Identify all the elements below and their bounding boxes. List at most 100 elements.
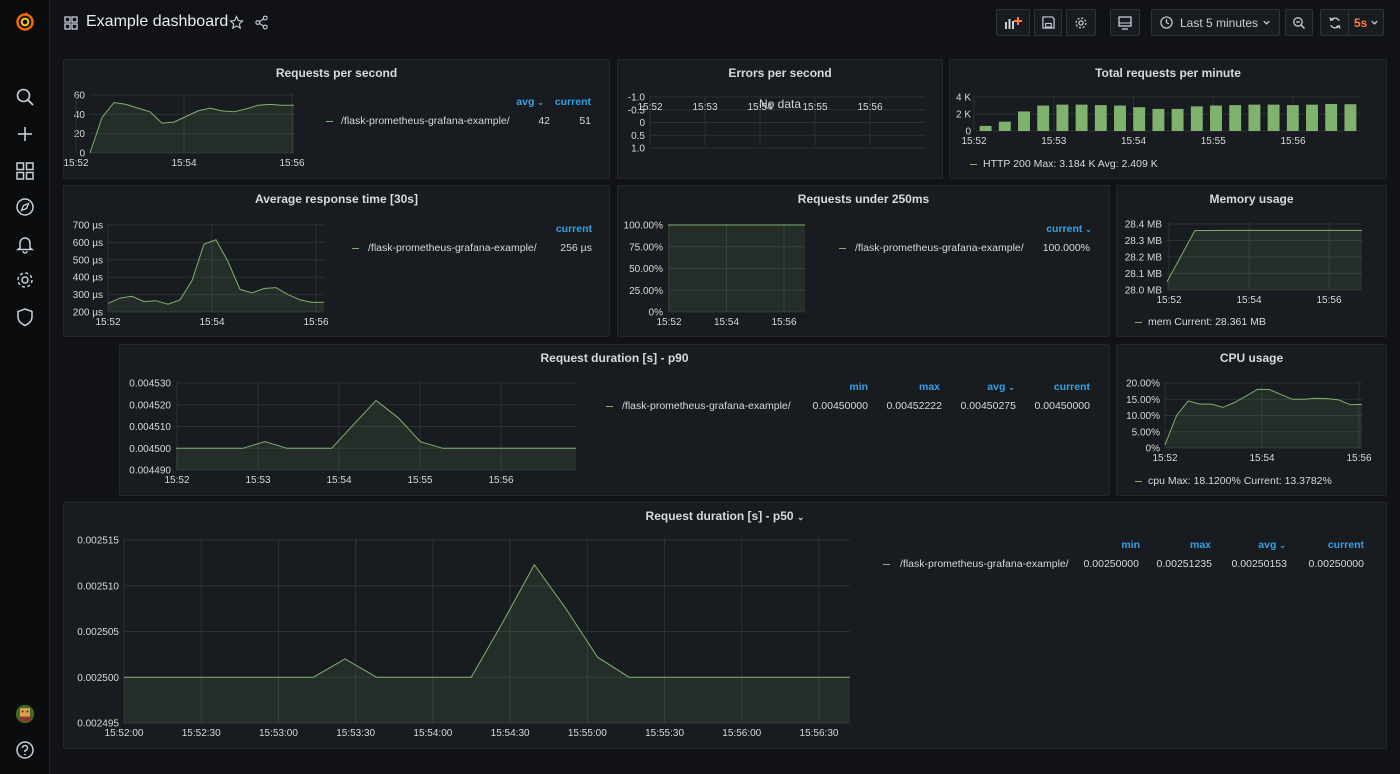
sidebar-create[interactable] [10,119,40,149]
legend-header-avg[interactable]: avg ⌄ [1258,539,1286,551]
panel-requests-per-second[interactable]: Requests per second 0 20 40 60 15:52 15:54 15:… [63,59,610,179]
panel-errors-per-second[interactable]: Errors per second 1.0 0.5 0 -0.5 -1.0 15:52 15… [617,59,943,179]
x-tick-label: 15:52 [656,317,681,328]
legend: min max avg ⌄ current /flask-prometheus-… [876,539,1376,579]
legend-header-current[interactable]: current [1053,381,1090,393]
panel-title[interactable]: Requests per second [275,66,398,80]
legend: cpu Max: 18.1200% Current: 13.3782% [1135,475,1332,487]
dashboard-grid-icon [64,16,78,30]
sidebar-alerting[interactable] [10,229,40,259]
bar [1152,108,1165,131]
panel-request-duration-p90[interactable]: Request duration [s] - p90 0.004490 0.004… [119,344,1110,496]
series-color-marker [606,406,613,407]
legend-header-avg[interactable]: avg ⌄ [516,96,544,108]
legend-header-current[interactable]: current ⌄ [1046,223,1092,235]
add-panel-icon [1005,16,1022,29]
legend-series-name[interactable]: /flask-prometheus-grafana-example/ [368,242,537,254]
y-tick-label: 10.00% [1126,411,1160,422]
panel-average-response-time[interactable]: Average response time [30s] 200 µs 300 µs… [63,185,610,337]
panel-title[interactable]: Request duration [s] - p90 [540,351,689,365]
sidebar-dashboards[interactable] [10,156,40,186]
add-panel-button[interactable] [996,9,1030,36]
x-tick-label: 15:54:30 [491,728,530,739]
y-tick-label: 0.002505 [77,627,119,638]
panel-requests-under-250ms[interactable]: Requests under 250ms 0% 25.00% 50.00% 75.00… [617,185,1110,337]
legend-summary[interactable]: cpu Max: 18.1200% Current: 13.3782% [1148,475,1332,487]
share-icon[interactable] [254,15,269,30]
sidebar-server-admin[interactable] [10,302,40,332]
legend-header-max[interactable]: max [1189,539,1211,551]
series-area-fill [176,400,576,470]
y-tick-label: 20.00% [1126,379,1160,390]
sidebar-configuration[interactable] [10,265,40,295]
legend-header-max[interactable]: max [918,381,940,393]
y-tick-label: 28.2 MB [1125,253,1163,264]
panel-title[interactable]: Requests under 250ms [797,192,930,206]
sidebar-search[interactable] [10,82,40,112]
legend-header-min[interactable]: min [1121,539,1140,551]
legend-header-min[interactable]: min [849,381,868,393]
bar [1018,111,1030,131]
legend-summary[interactable]: mem Current: 28.361 MB [1148,316,1266,328]
panel-title[interactable]: Average response time [30s] [255,192,418,206]
legend-summary[interactable]: HTTP 200 Max: 3.184 K Avg: 2.409 K [983,158,1158,170]
y-tick-label: -0.5 [628,105,646,116]
refresh-interval-picker[interactable]: 5s [1348,9,1384,36]
x-tick-label: 15:54 [326,475,351,486]
panel-title[interactable]: Memory usage [1209,192,1294,206]
legend-value-current: 51 [579,115,591,127]
view-mode-button[interactable] [1110,9,1140,36]
panel-cpu-usage[interactable]: CPU usage 0% 5.00% 10.00% 15.00% 20.00% 15:52… [1116,344,1387,496]
panel-title[interactable]: CPU usage [1219,351,1284,365]
legend-series-name[interactable]: /flask-prometheus-grafana-example/ [341,115,510,127]
y-tick-label: 4 K [956,93,971,104]
legend-header-current[interactable]: current [554,96,591,108]
panel-title[interactable]: Request duration [s] - p50 ⌄ [645,509,805,523]
x-tick-label: 15:54 [747,102,772,113]
series-line [1166,229,1362,282]
save-dashboard-button[interactable] [1034,9,1062,36]
y-tick-label: 200 µs [73,308,103,319]
legend-value-current: 0.00450000 [1034,400,1090,412]
panel-memory-usage[interactable]: Memory usage 28.0 MB 28.1 MB 28.2 MB 28.3 M… [1116,185,1387,337]
legend-value-min: 0.00450000 [812,400,868,412]
legend-series-name[interactable]: /flask-prometheus-grafana-example/ [622,400,791,412]
panel-title[interactable]: Errors per second [728,66,832,80]
legend-series-name[interactable]: /flask-prometheus-grafana-example/ [900,558,1069,570]
dashboard-title[interactable]: Example dashboard [86,13,229,30]
sidebar-help[interactable] [10,735,40,765]
panel-total-requests-per-minute[interactable]: Total requests per minute 0 2 K 4 K 15:52 15… [949,59,1387,179]
legend-header-current[interactable]: current [555,223,592,235]
x-tick-label: 15:54 [171,158,196,169]
y-tick-label: 0% [1146,444,1161,455]
x-tick-label: 15:55 [802,102,827,113]
y-tick-label: 1.0 [631,144,645,155]
legend: mem Current: 28.361 MB [1135,316,1266,328]
sidebar-explore[interactable] [10,192,40,222]
panel-request-duration-p50[interactable]: Request duration [s] - p50 ⌄ 0.002495 0.0… [63,502,1387,749]
legend-header-current[interactable]: current [1327,539,1364,551]
refresh-button[interactable] [1320,9,1348,36]
dashboard-settings-button[interactable] [1066,9,1096,36]
legend-header-avg[interactable]: avg ⌄ [987,381,1015,393]
bar [1075,104,1088,131]
y-tick-label: 600 µs [73,238,103,249]
x-tick-label: 15:56 [771,317,796,328]
star-icon[interactable] [229,15,244,30]
chevron-down-icon [1371,20,1378,25]
series-area-fill [124,564,850,723]
grafana-logo[interactable] [10,7,40,37]
sidebar-profile[interactable] [10,699,40,729]
legend-series-name[interactable]: /flask-prometheus-grafana-example/ [855,242,1024,254]
panel-title[interactable]: Total requests per minute [1095,66,1241,80]
x-tick-label: 15:56:30 [800,728,839,739]
plus-icon [18,127,32,141]
zoom-out-button[interactable] [1285,9,1313,36]
x-tick-label: 15:55 [407,475,432,486]
legend-value-min: 0.00250000 [1083,558,1139,570]
y-tick-label: 0 [639,118,645,129]
chart-request-duration-p90: 0.004490 0.004500 0.004510 0.004520 0.004530… [129,379,576,486]
x-tick-label: 15:54 [1249,453,1274,464]
time-range-picker[interactable]: Last 5 minutes [1151,9,1280,36]
x-tick-label: 15:54 [1121,136,1146,147]
